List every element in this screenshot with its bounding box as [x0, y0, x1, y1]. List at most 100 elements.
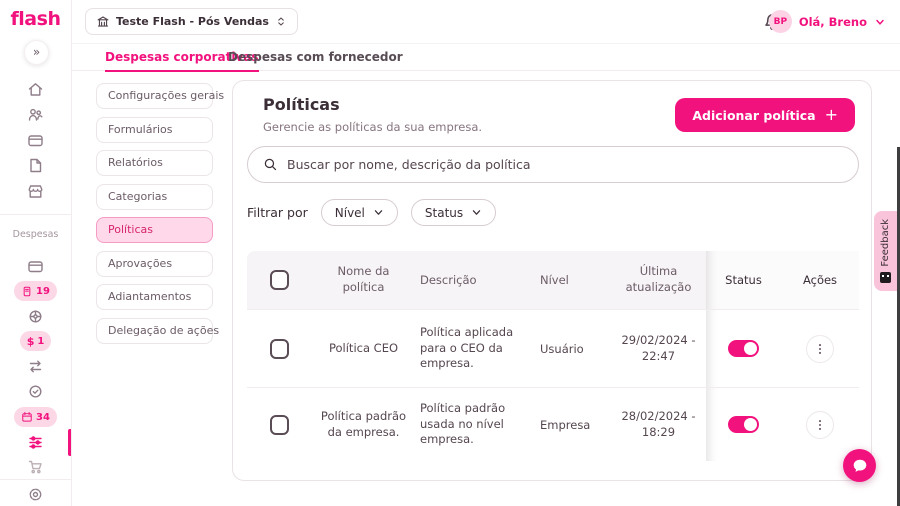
- sidebar-item-cards[interactable]: [0, 130, 71, 150]
- sidebar-item-home[interactable]: [0, 79, 71, 99]
- submenu-item-categorias[interactable]: Categorias: [96, 183, 213, 210]
- policy-name: Política CEO: [328, 340, 399, 355]
- submenu-item-relatorios[interactable]: Relatórios: [96, 150, 213, 176]
- row-actions-button[interactable]: [806, 334, 834, 363]
- select-all-checkbox[interactable]: [269, 270, 289, 290]
- filter-row: Filtrar por Nível Status: [247, 199, 497, 226]
- add-policy-button-label: Adicionar política: [692, 107, 816, 123]
- submenu-item-delegacao-de-acoes[interactable]: Delegação de ações: [96, 317, 219, 344]
- scrollbar[interactable]: [897, 147, 900, 506]
- sliders-icon: [29, 435, 42, 449]
- sidebar-divider: [0, 479, 71, 480]
- transfer-icon: [29, 360, 42, 372]
- dollar-badge-count: 1: [37, 335, 45, 347]
- submenu-item-formularios[interactable]: Formulários: [96, 116, 213, 143]
- policy-description: Política padrão usada no nível empresa.: [420, 401, 506, 447]
- sidebar-item-documents[interactable]: [0, 155, 71, 175]
- col-header-nivel: Nível: [540, 273, 569, 287]
- submenu-item-aprovacoes[interactable]: Aprovações: [96, 250, 213, 277]
- policy-level: Empresa: [540, 417, 591, 432]
- sidebar-item-helm[interactable]: [0, 306, 71, 326]
- feedback-face-icon: [880, 272, 891, 284]
- sidebar-item-transfers[interactable]: [0, 356, 71, 376]
- user-menu[interactable]: BP Olá, Breno: [768, 10, 886, 33]
- col-header-ultima-atualizacao: Última atualização: [625, 264, 692, 294]
- row-actions-button[interactable]: [806, 410, 834, 439]
- sidebar-expand-button[interactable]: »: [24, 40, 49, 65]
- settings-submenu: Configurações gerais Formulários Relatór…: [96, 83, 224, 344]
- building-icon: [97, 16, 109, 27]
- sidebar-item-calendar-badge[interactable]: 34: [0, 407, 71, 427]
- calendar-badge: 34: [14, 407, 57, 427]
- helm-icon: [29, 309, 42, 323]
- filter-nivel-dropdown[interactable]: Nível: [320, 199, 398, 226]
- tabs-bar: Despesas corporativas Despesas com forne…: [72, 44, 900, 72]
- page-subtitle: Gerencie as políticas da sua empresa.: [263, 120, 483, 134]
- toggle-knob: [744, 342, 757, 355]
- filter-status-dropdown[interactable]: Status: [410, 199, 497, 226]
- feedback-tab[interactable]: Feedback: [874, 211, 897, 291]
- check-circle-icon: [29, 384, 42, 398]
- status-toggle[interactable]: [728, 416, 759, 433]
- chat-widget-button[interactable]: [843, 449, 876, 482]
- sidebar-item-preferences[interactable]: [0, 484, 71, 504]
- tab-despesas-com-fornecedor[interactable]: Despesas com fornecedor: [228, 50, 403, 64]
- feedback-label: Feedback: [880, 218, 891, 267]
- submenu-item-politicas[interactable]: Políticas: [96, 217, 213, 243]
- chevron-down-icon: [472, 210, 481, 215]
- sidebar-divider: [0, 214, 71, 215]
- avatar: BP: [768, 10, 792, 33]
- receipt-badge: 19: [14, 281, 57, 301]
- kebab-menu-icon: [818, 419, 822, 430]
- home-icon: [28, 82, 43, 96]
- sidebar-item-settings-active[interactable]: [0, 432, 71, 452]
- store-icon: [28, 184, 43, 198]
- policy-updated: 28/02/2024 - 18:29: [621, 408, 696, 439]
- submenu-item-configuracoes-gerais[interactable]: Configurações gerais: [96, 83, 224, 109]
- table-row: Política CEO Política aplicada para o CE…: [247, 309, 859, 387]
- gear-icon: [29, 488, 42, 500]
- col-header-status: Status: [725, 273, 762, 287]
- policy-updated: 29/02/2024 - 22:47: [621, 332, 696, 363]
- add-policy-button[interactable]: Adicionar política +: [675, 98, 855, 132]
- credit-card-icon: [28, 260, 43, 272]
- receipt-badge-count: 19: [36, 285, 50, 297]
- sidebar-item-cart[interactable]: [0, 456, 71, 476]
- sidebar-item-receipts-badge[interactable]: 19: [0, 281, 71, 301]
- status-toggle[interactable]: [728, 340, 759, 357]
- sidebar-item-marketplace[interactable]: [0, 181, 71, 201]
- search-icon: [264, 158, 277, 171]
- search-bar: [247, 146, 859, 183]
- sidebar-item-approvals[interactable]: [0, 381, 71, 401]
- sidebar-item-corporate-card[interactable]: [0, 256, 71, 276]
- row-checkbox[interactable]: [269, 414, 289, 435]
- policy-name: Política padrão da empresa.: [320, 408, 407, 439]
- toggle-knob: [744, 418, 757, 431]
- tab-despesas-corporativas[interactable]: Despesas corporativas: [105, 44, 259, 72]
- chevron-down-icon: [876, 19, 884, 25]
- plus-icon: +: [824, 105, 838, 124]
- receipt-icon: [23, 286, 31, 296]
- col-header-descricao: Descrição: [420, 273, 477, 287]
- page-title: Políticas: [263, 95, 340, 114]
- users-icon: [28, 108, 43, 121]
- dollar-badge: $ 1: [19, 331, 52, 351]
- row-checkbox[interactable]: [269, 338, 289, 359]
- filter-status-label: Status: [424, 205, 464, 220]
- dollar-icon: $: [26, 334, 35, 348]
- col-header-nome: Nome da política: [337, 264, 390, 294]
- sidebar-item-people[interactable]: [0, 104, 71, 124]
- sidebar-item-money-badge[interactable]: $ 1: [0, 331, 71, 351]
- policies-panel: Políticas Gerencie as políticas da sua e…: [232, 80, 872, 481]
- search-input[interactable]: [287, 157, 843, 172]
- kebab-menu-icon: [818, 343, 822, 354]
- speech-bubble-icon: [853, 459, 866, 472]
- company-selector[interactable]: Teste Flash - Pós Vendas: [85, 8, 298, 35]
- table-row: Política padrão da empresa. Política pad…: [247, 387, 859, 461]
- submenu-item-adiantamentos[interactable]: Adiantamentos: [96, 284, 213, 310]
- credit-card-icon: [28, 134, 43, 146]
- sidebar-section-label: Despesas: [12, 229, 59, 240]
- sort-arrows-icon: [278, 17, 284, 26]
- cart-icon: [28, 460, 42, 473]
